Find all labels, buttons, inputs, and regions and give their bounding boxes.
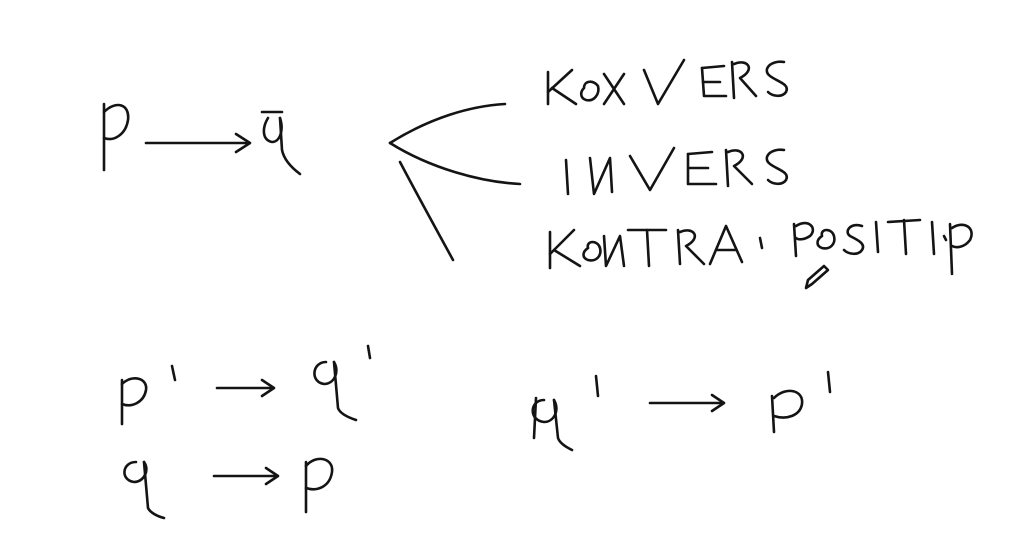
invers-form [123, 457, 334, 520]
konvers-form [120, 344, 372, 426]
implication-main [102, 102, 302, 176]
konvers-label [546, 58, 789, 106]
kontraposititp-label [548, 218, 973, 276]
branch-lines [388, 102, 522, 262]
pencil-icon [804, 264, 830, 290]
invers-label [564, 146, 789, 196]
kontrapositip-form [531, 370, 832, 452]
